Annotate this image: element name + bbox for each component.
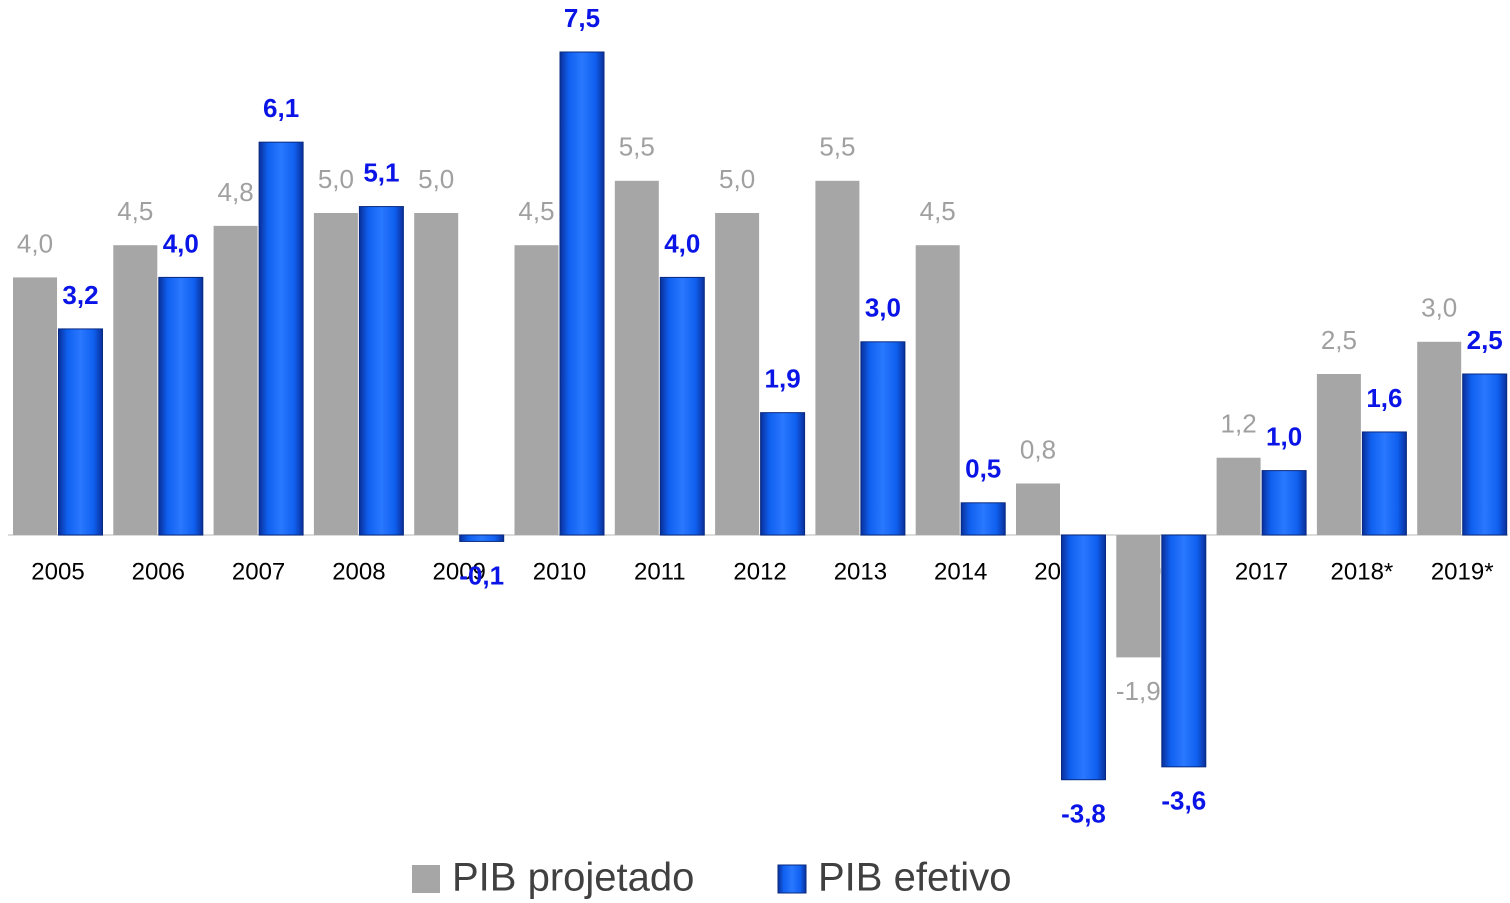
data-label: 1,9 — [765, 364, 801, 394]
data-label: 4,0 — [664, 228, 700, 258]
data-label: 5,1 — [363, 157, 399, 187]
data-label: 5,5 — [819, 132, 855, 162]
legend-swatch — [777, 864, 807, 894]
bar — [960, 502, 1006, 536]
data-label: 4,5 — [518, 196, 554, 226]
bar — [358, 206, 404, 536]
legend-label: PIB efetivo — [818, 856, 1011, 900]
bar — [1316, 374, 1361, 535]
data-label: 6,1 — [263, 93, 299, 123]
bar — [815, 180, 860, 536]
bar — [1417, 341, 1462, 535]
bar — [659, 276, 705, 536]
bar — [1061, 534, 1106, 781]
data-label: 0,5 — [965, 454, 1001, 484]
data-label: 4,5 — [920, 196, 956, 226]
data-label: 5,0 — [719, 164, 755, 194]
x-tick-label: 2009 — [433, 558, 486, 585]
bar — [860, 341, 906, 536]
bar — [113, 245, 158, 535]
x-tick-label: 2006 — [132, 558, 185, 585]
data-label: 1,2 — [1221, 409, 1257, 439]
x-tick-label: 2010 — [533, 558, 586, 585]
bar — [559, 51, 605, 536]
bar — [258, 141, 304, 536]
x-tick-label: 2014 — [934, 558, 987, 585]
x-tick-label: 2012 — [733, 558, 786, 585]
data-label: 0,8 — [1020, 434, 1056, 464]
bar — [514, 245, 559, 535]
data-label: 3,0 — [1421, 293, 1457, 323]
bar — [1261, 470, 1307, 536]
data-label: 5,5 — [619, 132, 655, 162]
bar — [715, 213, 760, 535]
data-label: -1,9 — [1116, 676, 1161, 706]
bar — [313, 213, 358, 535]
x-tick-label: 2013 — [834, 558, 887, 585]
bar — [614, 180, 659, 536]
data-label: 2,5 — [1321, 325, 1357, 355]
bar — [1016, 483, 1060, 535]
x-tick-label: 2018* — [1331, 558, 1394, 585]
data-label: -3,6 — [1161, 786, 1206, 816]
x-tick-label: 2008 — [332, 558, 385, 585]
bar — [760, 412, 806, 536]
legend-swatch — [412, 865, 440, 893]
data-label: 5,0 — [418, 164, 454, 194]
bar — [414, 213, 459, 535]
bar — [158, 276, 204, 536]
bar — [1216, 457, 1261, 535]
bar — [915, 245, 960, 535]
data-label: -0,1 — [459, 560, 504, 590]
data-label: 3,2 — [62, 280, 98, 310]
data-label: -3,8 — [1061, 799, 1106, 829]
data-label: 2,5 — [1467, 325, 1503, 355]
data-label: 3,0 — [865, 293, 901, 323]
bar — [13, 277, 57, 535]
data-label: 4,0 — [17, 228, 53, 258]
data-label: 7,5 — [564, 3, 600, 33]
data-label: 4,8 — [218, 177, 254, 207]
bar — [213, 225, 258, 535]
bar — [1361, 431, 1407, 536]
bar — [1116, 535, 1161, 658]
x-tick-label: 2005 — [31, 558, 84, 585]
data-label: 4,5 — [117, 196, 153, 226]
bar — [459, 534, 505, 542]
data-label: 1,6 — [1366, 383, 1402, 413]
x-tick-label: 2007 — [232, 558, 285, 585]
data-label: 1,0 — [1266, 421, 1302, 451]
x-tick-label: 2017 — [1235, 558, 1288, 585]
bar — [1161, 534, 1207, 768]
legend-label: PIB projetado — [452, 856, 694, 900]
x-tick-label: 2011 — [634, 558, 686, 585]
bar — [1462, 373, 1508, 536]
data-label: 4,0 — [163, 228, 199, 258]
data-label: 5,0 — [318, 164, 354, 194]
x-tick-label: 2019* — [1431, 558, 1494, 585]
bar — [58, 328, 103, 536]
